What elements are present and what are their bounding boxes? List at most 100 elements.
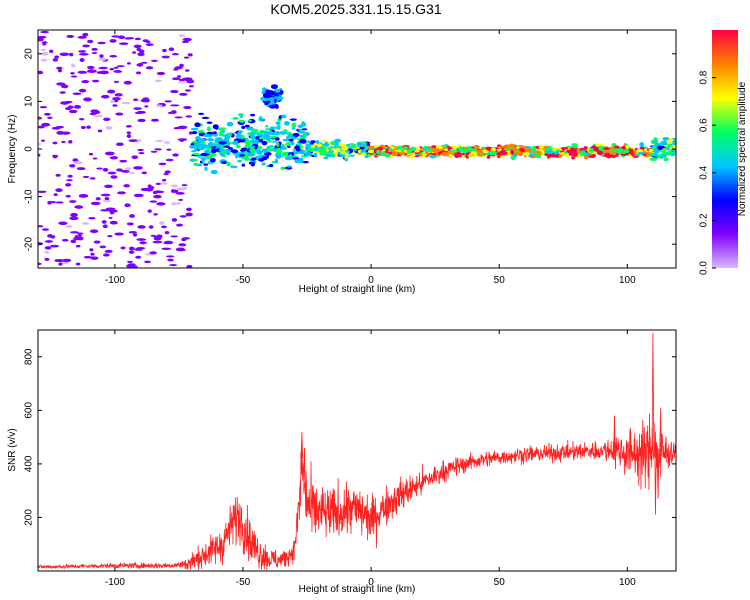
heatmap-cell — [166, 148, 172, 151]
heatmap-cell — [414, 146, 421, 151]
x-tick-label: 100 — [619, 577, 636, 588]
heatmap-cell — [195, 135, 201, 140]
heatmap-cell — [503, 144, 511, 148]
heatmap-cell — [258, 117, 265, 122]
heatmap-cell — [170, 89, 179, 94]
heatmap-cell — [341, 145, 349, 151]
heatmap-cell — [132, 232, 138, 237]
heatmap-cell — [133, 166, 144, 170]
heatmap-cell — [154, 148, 162, 151]
heatmap-cell — [275, 154, 282, 159]
heatmap-cell — [65, 194, 71, 198]
heatmap-cell — [142, 97, 149, 101]
heatmap-cell — [59, 91, 66, 94]
heatmap-cell — [206, 121, 213, 125]
heatmap-cell — [168, 47, 175, 51]
heatmap-cell — [121, 101, 131, 105]
heatmap-cell — [182, 77, 191, 81]
heatmap-cell — [75, 244, 81, 248]
heatmap-cell — [662, 140, 668, 146]
heatmap-cell — [97, 41, 106, 45]
heatmap-cell — [95, 197, 101, 201]
heatmap-cell — [639, 142, 645, 147]
heatmap-cell — [206, 131, 214, 135]
snr-x-ticks: -100 -50 0 50 100 — [105, 330, 636, 588]
heatmap-cell — [171, 189, 176, 193]
heatmap-cell — [44, 257, 50, 261]
heatmap-cell — [281, 151, 289, 156]
heatmap-cell — [237, 139, 246, 143]
heatmap-cell — [154, 79, 162, 83]
heatmap-cell — [199, 138, 206, 142]
heatmap-cell — [99, 54, 104, 58]
heatmap-cell — [92, 157, 98, 160]
heatmap-cell — [101, 220, 107, 224]
heatmap-cell — [78, 193, 89, 198]
heatmap-cell — [299, 157, 304, 163]
heatmap-cell — [89, 229, 99, 234]
heatmap-cell — [158, 162, 167, 166]
heatmap-cell — [114, 93, 123, 97]
heatmap-cell — [305, 132, 309, 136]
heatmap-cell — [397, 145, 403, 150]
heatmap-cell — [248, 119, 252, 122]
heatmap-cell — [367, 145, 375, 149]
heatmap-cell — [218, 141, 227, 145]
heatmap-cell — [78, 50, 87, 53]
heatmap-cell — [190, 127, 199, 131]
heatmap-cell — [144, 260, 152, 264]
heatmap-cell — [155, 104, 163, 107]
heatmap-cell — [159, 221, 165, 225]
heatmap-cell — [149, 200, 158, 203]
heatmap-cell — [210, 153, 217, 157]
heatmap-cell — [101, 94, 110, 99]
heatmap-cell — [593, 148, 600, 152]
heatmap-cell — [656, 145, 664, 151]
heatmap-cell — [169, 264, 178, 267]
heatmap-cell — [361, 153, 365, 156]
heatmap-cell — [649, 157, 657, 162]
x-tick-label: -50 — [236, 275, 251, 286]
heatmap-cell — [164, 231, 170, 235]
heatmap-cell — [172, 77, 181, 81]
heatmap-cell — [52, 155, 58, 159]
heatmap-cell — [164, 100, 172, 103]
heatmap-cell — [244, 144, 251, 150]
heatmap-cell — [280, 166, 286, 170]
heatmap-cell — [111, 35, 120, 38]
heatmap-cell — [286, 165, 292, 168]
heatmap-cell — [325, 154, 334, 158]
heatmap-cell — [163, 173, 169, 176]
heatmap-cell — [115, 142, 124, 147]
heatmap-cell — [250, 139, 258, 144]
heatmap-cell — [236, 131, 242, 136]
heatmap-cell — [76, 167, 86, 171]
heatmap-cell — [486, 155, 491, 159]
heatmap-cell — [54, 55, 60, 59]
heatmap-cell — [125, 82, 132, 85]
heatmap-cell — [90, 256, 99, 260]
heatmap-cell — [125, 167, 132, 171]
heatmap-cell — [183, 105, 192, 110]
heatmap-cell — [39, 106, 48, 109]
heatmap-cell — [226, 161, 231, 167]
heatmap-cell — [49, 49, 54, 53]
heatmap-cell — [653, 148, 659, 154]
heatmap-cell — [581, 149, 586, 152]
heatmap-cell — [263, 151, 272, 156]
heatmap-cell — [625, 152, 630, 156]
heatmap-cell — [128, 139, 138, 143]
snr-series-line — [38, 332, 676, 570]
heatmap-cell — [609, 146, 614, 150]
heatmap-cell — [193, 158, 198, 162]
heatmap-cell — [662, 136, 670, 141]
heatmap-cell — [91, 52, 98, 55]
heatmap-cell — [256, 133, 264, 137]
heatmap-cell — [283, 129, 288, 133]
heatmap-cell — [212, 124, 219, 130]
heatmap-cell — [104, 184, 113, 189]
heatmap-cell — [261, 140, 268, 146]
heatmap-cell — [145, 66, 154, 70]
heatmap-cell — [170, 110, 177, 115]
heatmap-cell — [249, 145, 256, 149]
